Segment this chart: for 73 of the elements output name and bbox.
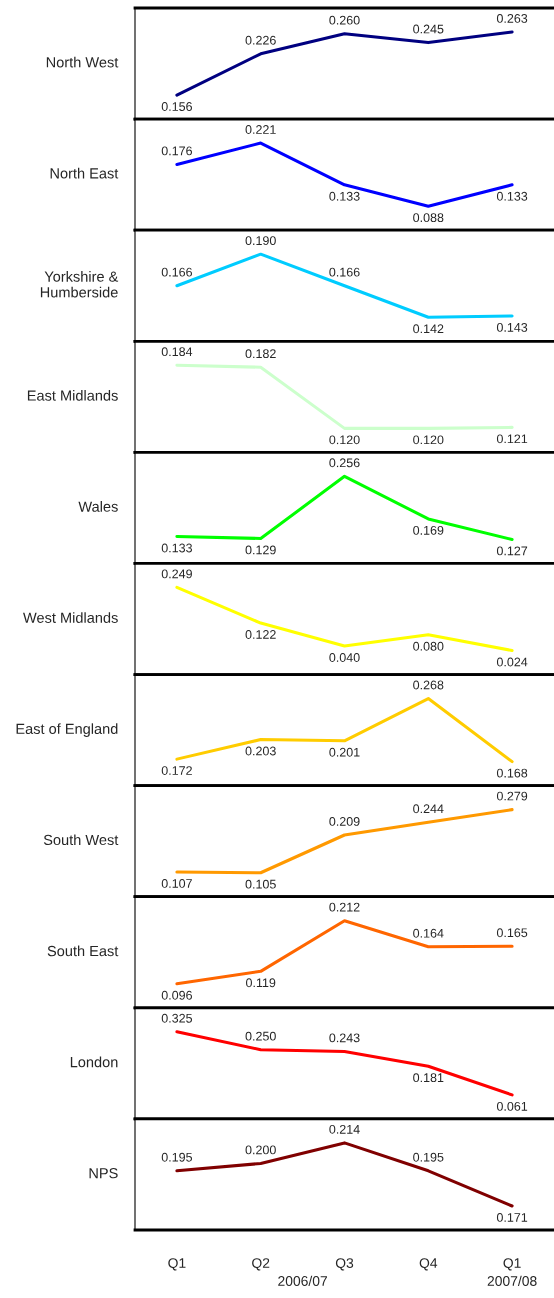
data-label: 0.203 (245, 746, 276, 756)
data-label: 0.040 (329, 653, 360, 662)
data-label: 0.182 (245, 349, 276, 359)
y-axis-title: East of England (16, 723, 118, 737)
data-label: 0.214 (329, 1124, 360, 1134)
data-label: 0.171 (496, 1213, 528, 1222)
data-label: 0.133 (161, 543, 192, 553)
data-label: 0.166 (329, 267, 360, 277)
data-label: 0.245 (413, 24, 444, 34)
data-label: 0.129 (245, 545, 276, 555)
data-label: 0.200 (245, 1145, 276, 1155)
data-label: 0.249 (161, 569, 192, 579)
data-label: 0.221 (245, 125, 276, 134)
data-label: 0.121 (496, 434, 528, 444)
text: 2007/08 (487, 1275, 537, 1286)
y-axis-title: North East (50, 167, 119, 179)
text: 2006/07 (278, 1275, 328, 1286)
data-label: 0.184 (161, 347, 193, 357)
data-label: 0.263 (496, 13, 528, 23)
data-label: 0.119 (246, 978, 276, 988)
x-tick-label: Q3 (335, 1258, 354, 1271)
y-axis-title: South West (43, 834, 119, 846)
x-tick-label: Q1 (168, 1258, 186, 1271)
y-axis-title: NPS (89, 1168, 118, 1179)
y-axis-title: West Midlands (23, 612, 118, 623)
data-label: 0.024 (496, 657, 528, 667)
data-label: 0.164 (413, 928, 444, 938)
data-label: 0.142 (413, 324, 444, 334)
data-label: 0.176 (161, 146, 192, 156)
y-axis-title: Yorkshire & Humberside (40, 271, 119, 298)
data-label: 0.260 (329, 15, 360, 25)
data-label: 0.172 (161, 766, 192, 775)
x-tick-label: Q4 (419, 1258, 438, 1271)
data-label: 0.107 (161, 879, 192, 888)
data-label: 0.325 (161, 1013, 193, 1023)
y-axis-title: North West (46, 56, 119, 68)
data-label: 0.061 (496, 1101, 528, 1111)
data-label: 0.122 (245, 630, 276, 639)
data-label: 0.244 (413, 804, 444, 814)
data-label: 0.201 (329, 747, 360, 757)
data-label: 0.243 (329, 1033, 360, 1043)
data-label: 0.168 (496, 768, 528, 778)
y-axis-title: South East (47, 945, 119, 957)
data-label: 0.165 (496, 928, 528, 938)
data-label: 0.181 (413, 1073, 444, 1083)
data-label: 0.226 (245, 35, 276, 45)
y-axis-title: East Midlands (27, 390, 118, 401)
data-label: 0.250 (245, 1031, 276, 1041)
data-label: 0.279 (496, 791, 528, 801)
data-label: 0.143 (496, 322, 528, 332)
data-label: 0.120 (329, 435, 360, 445)
y-axis-title: London (70, 1056, 118, 1068)
data-label: 0.156 (161, 102, 192, 111)
data-label: 0.209 (329, 817, 360, 826)
data-label: 0.169 (413, 525, 444, 535)
data-label: 0.088 (413, 213, 444, 223)
data-label: 0.166 (161, 267, 192, 277)
y-axis-title: Wales (78, 501, 118, 512)
x-tick-label: Q1 (503, 1258, 521, 1271)
data-label: 0.133 (496, 191, 528, 201)
x-tick-label: Q2 (252, 1258, 270, 1271)
data-label: 0.096 (161, 990, 192, 1000)
data-label: 0.105 (245, 879, 276, 889)
data-label: 0.195 (413, 1152, 444, 1162)
data-label: 0.190 (245, 236, 276, 246)
data-label: 0.127 (496, 546, 528, 556)
data-label: 0.195 (161, 1152, 193, 1162)
data-label: 0.133 (329, 191, 360, 201)
data-label: 0.268 (413, 680, 444, 690)
data-label: 0.120 (413, 435, 444, 445)
data-label: 0.212 (329, 902, 360, 912)
data-label: 0.256 (329, 458, 360, 468)
data-label: 0.080 (413, 641, 444, 651)
